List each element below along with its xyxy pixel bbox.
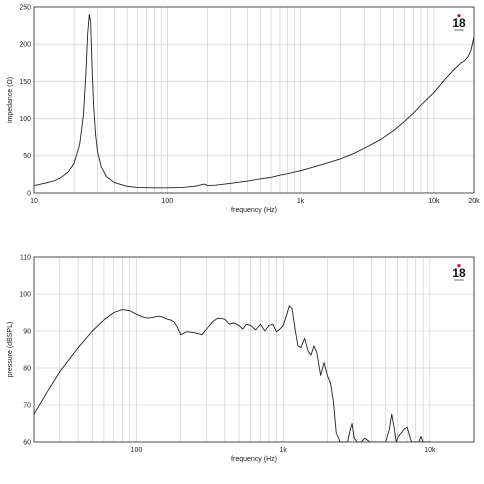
- y-axis-label: impedance (Ω): [7, 77, 14, 123]
- x-tick-label: 20k: [468, 198, 480, 205]
- y-tick-label: 70: [23, 402, 31, 409]
- x-tick-label: 100: [161, 198, 173, 205]
- logo-number: 18: [452, 16, 466, 30]
- logo-dot: [457, 14, 461, 18]
- y-tick-label: 50: [23, 153, 31, 160]
- x-tick-label: 10: [30, 198, 38, 205]
- y-tick-label: 110: [20, 254, 31, 261]
- logo-number: 18: [452, 266, 466, 280]
- y-tick-label: 250: [19, 4, 31, 11]
- x-tick-label: 100: [131, 447, 143, 454]
- y-tick-label: 80: [23, 365, 31, 372]
- logo-text: SOUND: [454, 28, 463, 32]
- x-tick-label: 10k: [424, 447, 436, 454]
- y-tick-label: 100: [19, 116, 31, 123]
- plot-frame: [33, 6, 475, 194]
- series-line: [34, 13, 474, 189]
- y-tick-label: 60: [23, 439, 31, 446]
- y-tick-label: 0: [27, 190, 31, 197]
- x-tick-label: 10k: [428, 198, 440, 205]
- chart-impedance: 0 50 100 150 200 250 10 100 1k 10k 20k frequency (H…: [7, 4, 480, 214]
- grid-lines: [34, 257, 474, 442]
- logo-dot: [457, 264, 461, 268]
- y-tick-label: 200: [19, 42, 31, 49]
- grid-lines: [34, 7, 474, 193]
- x-axis-label: frequency (Hz): [231, 207, 277, 214]
- y-axis-label: pressure (dBSPL): [7, 322, 14, 378]
- y-tick-label: 150: [19, 79, 31, 86]
- x-tick-label: 1k: [297, 198, 305, 205]
- y-tick-label: 100: [19, 291, 31, 298]
- series-line: [34, 305, 430, 442]
- plot-frame: [33, 256, 475, 443]
- logo-text: SOUND: [454, 278, 463, 282]
- chart-pressure: 60 70 80 90 100 110 100 1k 10k frequency (Hz) pres…: [7, 254, 475, 463]
- y-tick-label: 90: [23, 328, 31, 335]
- x-tick-label: 1k: [279, 447, 287, 454]
- x-axis-label: frequency (Hz): [231, 456, 277, 463]
